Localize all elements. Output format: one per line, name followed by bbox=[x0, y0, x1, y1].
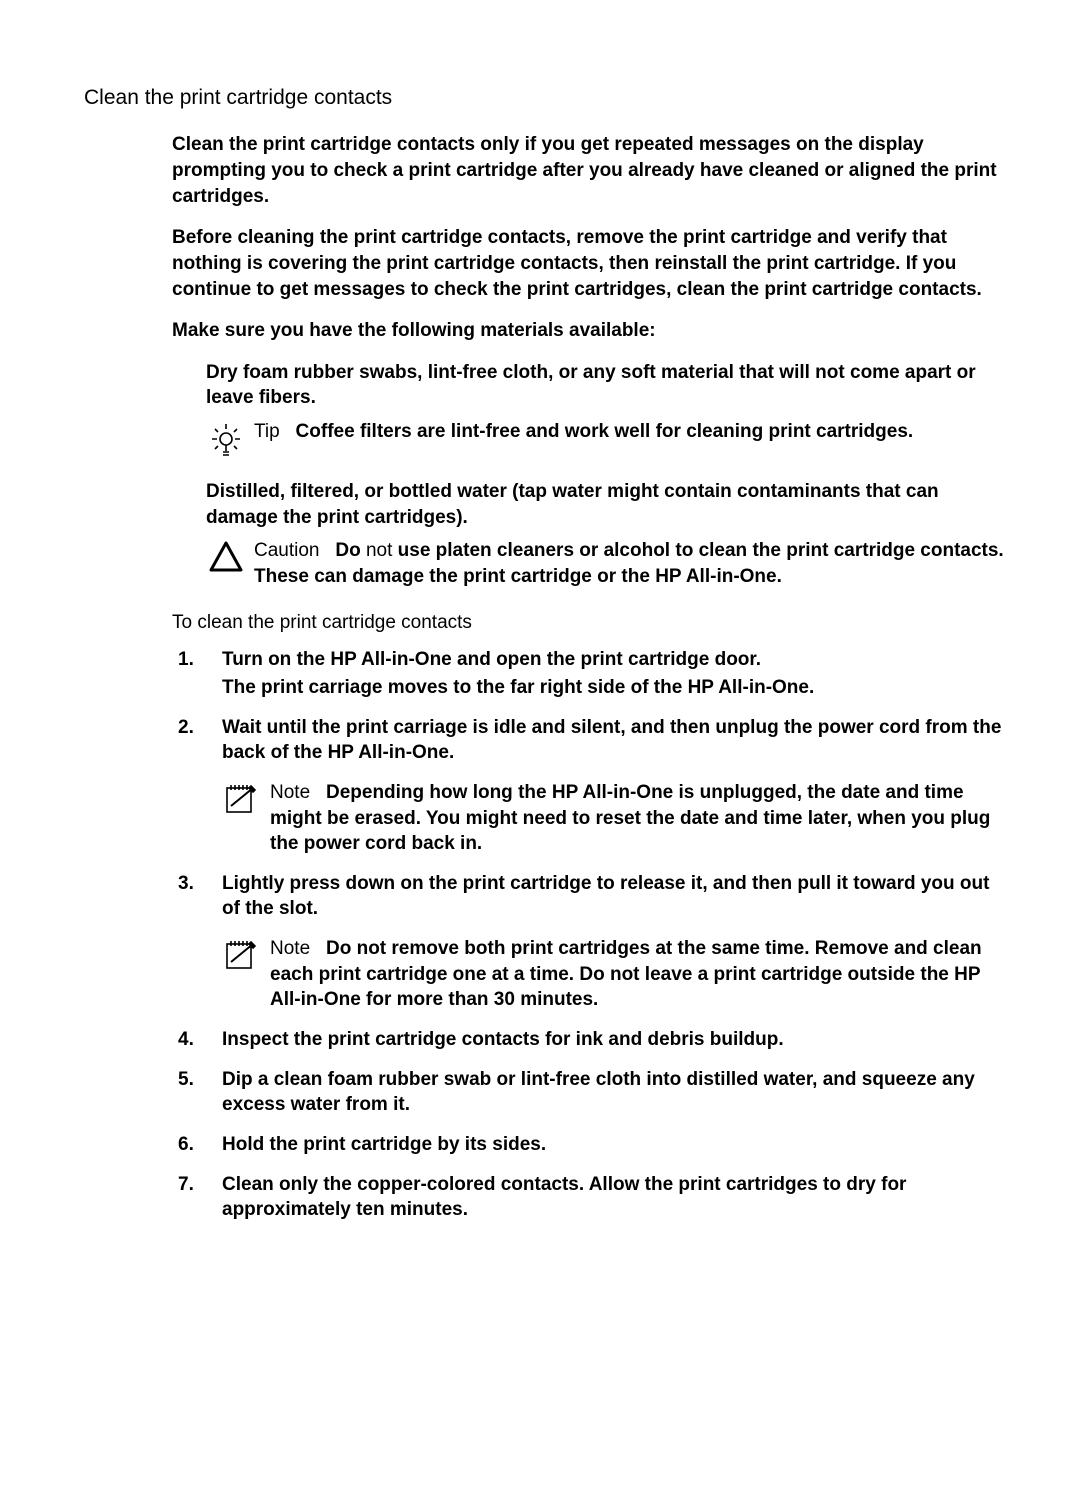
caution-label: Caution bbox=[254, 540, 320, 561]
step-2-note-label: Note bbox=[270, 782, 310, 803]
caution-not: not bbox=[361, 540, 398, 561]
step-1: Turn on the HP All-in-One and open the p… bbox=[172, 647, 1008, 700]
content-block: Clean the print cartridge contacts only … bbox=[172, 132, 1008, 1223]
step-5: Dip a clean foam rubber swab or lint-fre… bbox=[172, 1067, 1008, 1118]
page-title: Clean the print cartridge contacts bbox=[84, 84, 1008, 112]
caution-text-wrap: Caution Do not use platen cleaners or al… bbox=[246, 538, 1008, 589]
tip-text: Coffee filters are lint-free and work we… bbox=[296, 421, 914, 442]
material-item-1: Dry foam rubber swabs, lint-free cloth, … bbox=[206, 360, 1008, 461]
caution-do: Do bbox=[335, 540, 360, 561]
procedure-heading: To clean the print cartridge contacts bbox=[172, 610, 1008, 636]
step-3-text: Lightly press down on the print cartridg… bbox=[222, 873, 989, 920]
step-2-note-text: Depending how long the HP All-in-One is … bbox=[270, 782, 990, 854]
note-icon bbox=[222, 936, 262, 970]
step-2-note: Note Depending how long the HP All-in-On… bbox=[222, 780, 1008, 857]
tip-callout: Tip Coffee filters are lint-free and wor… bbox=[206, 419, 1008, 461]
step-2: Wait until the print carriage is idle an… bbox=[172, 715, 1008, 857]
tip-icon bbox=[206, 419, 246, 461]
step-6: Hold the print cartridge by its sides. bbox=[172, 1132, 1008, 1158]
step-2-note-text-wrap: Note Depending how long the HP All-in-On… bbox=[262, 780, 1008, 857]
tip-label: Tip bbox=[254, 421, 280, 442]
step-3-note-label: Note bbox=[270, 938, 310, 959]
step-4: Inspect the print cartridge contacts for… bbox=[172, 1027, 1008, 1053]
materials-heading: Make sure you have the following materia… bbox=[172, 318, 1008, 344]
note-icon bbox=[222, 780, 262, 814]
caution-callout: Caution Do not use platen cleaners or al… bbox=[206, 538, 1008, 589]
step-1-line-b: The print carriage moves to the far righ… bbox=[222, 675, 1008, 701]
step-3-note: Note Do not remove both print cartridges… bbox=[222, 936, 1008, 1013]
step-2-text: Wait until the print carriage is idle an… bbox=[222, 717, 1001, 764]
step-3-note-text: Do not remove both print cartridges at t… bbox=[270, 938, 982, 1010]
material-2-text: Distilled, filtered, or bottled water (t… bbox=[206, 479, 1008, 530]
step-7: Clean only the copper-colored contacts. … bbox=[172, 1172, 1008, 1223]
intro-paragraph-2: Before cleaning the print cartridge cont… bbox=[172, 225, 1008, 302]
intro-paragraph-1: Clean the print cartridge contacts only … bbox=[172, 132, 1008, 209]
step-3: Lightly press down on the print cartridg… bbox=[172, 871, 1008, 1013]
step-1-line-a: Turn on the HP All-in-One and open the p… bbox=[222, 649, 761, 670]
material-1-text: Dry foam rubber swabs, lint-free cloth, … bbox=[206, 360, 1008, 411]
steps-list: Turn on the HP All-in-One and open the p… bbox=[172, 647, 1008, 1223]
caution-icon bbox=[206, 538, 246, 574]
tip-text-wrap: Tip Coffee filters are lint-free and wor… bbox=[246, 419, 1008, 445]
step-3-note-text-wrap: Note Do not remove both print cartridges… bbox=[262, 936, 1008, 1013]
material-item-2: Distilled, filtered, or bottled water (t… bbox=[206, 479, 1008, 590]
